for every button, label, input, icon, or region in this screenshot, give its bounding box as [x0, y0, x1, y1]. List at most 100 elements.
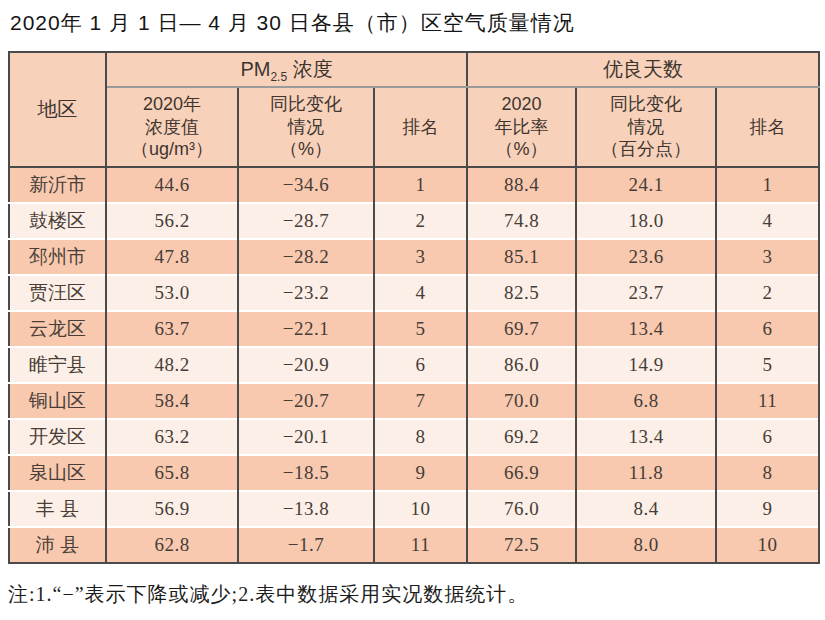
good-change-cell: 8.0: [576, 527, 716, 563]
pm-value-cell: 56.2: [106, 203, 238, 239]
pm25-label-rest: 浓度: [287, 58, 333, 80]
region-cell: 丰 县: [9, 491, 106, 527]
page-title: 2020年 1 月 1 日— 4 月 30 日各县（市）区空气质量情况: [10, 9, 825, 37]
good-rank-cell: 10: [716, 527, 819, 563]
good-rank-cell: 2: [716, 275, 819, 311]
region-cell: 邳州市: [9, 239, 106, 275]
region-cell: 云龙区: [9, 311, 106, 347]
header-pm-value-line3: （ug/m³）: [107, 138, 237, 161]
header-pm-change-line3: （%）: [239, 138, 373, 161]
footnote: 注:1.“−”表示下降或减少;2.表中数据采用实况数据统计。: [8, 581, 825, 608]
header-sub-row: 2020年 浓度值 （ug/m³） 同比变化 情况 （%） 排名 2020 年比…: [9, 87, 819, 167]
pm-rank-cell: 8: [374, 419, 467, 455]
header-good-ratio-line1: 2020: [468, 93, 575, 116]
good-rank-cell: 4: [716, 203, 819, 239]
air-quality-table: 地区 PM2.5 浓度 优良天数 2020年 浓度值 （ug/m³） 同比变化 …: [8, 51, 820, 564]
pm-value-cell: 44.6: [106, 167, 238, 203]
good-rank-cell: 1: [716, 167, 819, 203]
header-pm-value-line2: 浓度值: [107, 116, 237, 139]
pm-change-cell: −1.7: [238, 527, 374, 563]
good-rank-cell: 9: [716, 491, 819, 527]
good-rank-cell: 5: [716, 347, 819, 383]
header-pm-rank: 排名: [374, 87, 467, 167]
pm-change-cell: −23.2: [238, 275, 374, 311]
good-change-cell: 13.4: [576, 419, 716, 455]
good-ratio-cell: 69.7: [467, 311, 576, 347]
header-pm-value: 2020年 浓度值 （ug/m³）: [106, 87, 238, 167]
table-row: 睢宁县 48.2 −20.9 6 86.0 14.9 5: [9, 347, 819, 383]
header-group-row: 地区 PM2.5 浓度 优良天数: [9, 52, 819, 87]
good-ratio-cell: 86.0: [467, 347, 576, 383]
pm-rank-cell: 10: [374, 491, 467, 527]
table-body: 新沂市 44.6 −34.6 1 88.4 24.1 1 鼓楼区 56.2 −2…: [9, 167, 819, 563]
pm25-label-base: PM: [240, 58, 270, 80]
region-cell: 泉山区: [9, 455, 106, 491]
table-row: 泉山区 65.8 −18.5 9 66.9 11.8 8: [9, 455, 819, 491]
good-rank-cell: 3: [716, 239, 819, 275]
region-cell: 鼓楼区: [9, 203, 106, 239]
good-rank-cell: 6: [716, 311, 819, 347]
good-ratio-cell: 74.8: [467, 203, 576, 239]
pm-change-cell: −28.2: [238, 239, 374, 275]
table-row: 沛 县 62.8 −1.7 11 72.5 8.0 10: [9, 527, 819, 563]
good-ratio-cell: 72.5: [467, 527, 576, 563]
header-region: 地区: [9, 52, 106, 167]
table-row: 新沂市 44.6 −34.6 1 88.4 24.1 1: [9, 167, 819, 203]
header-pm-change-line2: 情况: [239, 116, 373, 139]
region-cell: 贾汪区: [9, 275, 106, 311]
table-row: 邳州市 47.8 −28.2 3 85.1 23.6 3: [9, 239, 819, 275]
header-pm-change: 同比变化 情况 （%）: [238, 87, 374, 167]
pm-value-cell: 62.8: [106, 527, 238, 563]
pm-change-cell: −22.1: [238, 311, 374, 347]
good-rank-cell: 11: [716, 383, 819, 419]
good-change-cell: 14.9: [576, 347, 716, 383]
pm-rank-cell: 4: [374, 275, 467, 311]
pm-change-cell: −20.9: [238, 347, 374, 383]
table-row: 铜山区 58.4 −20.7 7 70.0 6.8 11: [9, 383, 819, 419]
header-good-days-group: 优良天数: [467, 52, 819, 87]
table-row: 鼓楼区 56.2 −28.7 2 74.8 18.0 4: [9, 203, 819, 239]
header-good-change-line3: （百分点）: [577, 138, 715, 161]
header-good-rank: 排名: [716, 87, 819, 167]
table-header: 地区 PM2.5 浓度 优良天数 2020年 浓度值 （ug/m³） 同比变化 …: [9, 52, 819, 167]
pm-change-cell: −13.8: [238, 491, 374, 527]
header-good-ratio-line3: （%）: [468, 138, 575, 161]
region-cell: 开发区: [9, 419, 106, 455]
good-ratio-cell: 76.0: [467, 491, 576, 527]
pm-value-cell: 47.8: [106, 239, 238, 275]
pm-change-cell: −34.6: [238, 167, 374, 203]
header-pm25-group: PM2.5 浓度: [106, 52, 467, 87]
header-pm-value-line1: 2020年: [107, 93, 237, 116]
pm-value-cell: 56.9: [106, 491, 238, 527]
pm-rank-cell: 9: [374, 455, 467, 491]
table-row: 开发区 63.2 −20.1 8 69.2 13.4 6: [9, 419, 819, 455]
table-row: 云龙区 63.7 −22.1 5 69.7 13.4 6: [9, 311, 819, 347]
pm25-label-sub: 2.5: [270, 70, 287, 84]
pm-rank-cell: 11: [374, 527, 467, 563]
header-pm-change-line1: 同比变化: [239, 93, 373, 116]
pm-value-cell: 63.2: [106, 419, 238, 455]
good-change-cell: 23.6: [576, 239, 716, 275]
pm-change-cell: −20.1: [238, 419, 374, 455]
good-ratio-cell: 70.0: [467, 383, 576, 419]
pm-value-cell: 65.8: [106, 455, 238, 491]
pm-rank-cell: 6: [374, 347, 467, 383]
good-change-cell: 23.7: [576, 275, 716, 311]
header-good-ratio: 2020 年比率 （%）: [467, 87, 576, 167]
good-ratio-cell: 88.4: [467, 167, 576, 203]
good-ratio-cell: 82.5: [467, 275, 576, 311]
good-change-cell: 6.8: [576, 383, 716, 419]
pm-change-cell: −28.7: [238, 203, 374, 239]
good-change-cell: 8.4: [576, 491, 716, 527]
region-cell: 沛 县: [9, 527, 106, 563]
header-good-change-line1: 同比变化: [577, 93, 715, 116]
pm-rank-cell: 5: [374, 311, 467, 347]
good-rank-cell: 8: [716, 455, 819, 491]
good-change-cell: 18.0: [576, 203, 716, 239]
pm-rank-cell: 2: [374, 203, 467, 239]
table-row: 贾汪区 53.0 −23.2 4 82.5 23.7 2: [9, 275, 819, 311]
pm-value-cell: 48.2: [106, 347, 238, 383]
pm-rank-cell: 1: [374, 167, 467, 203]
pm-change-cell: −20.7: [238, 383, 374, 419]
good-change-cell: 24.1: [576, 167, 716, 203]
